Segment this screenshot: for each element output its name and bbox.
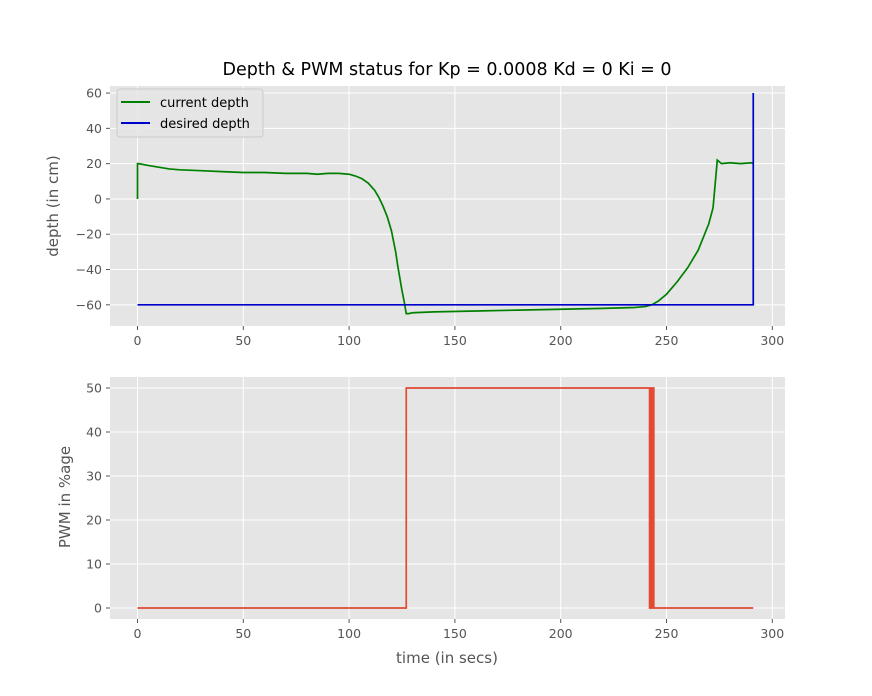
x-tick-label: 50: [235, 333, 251, 348]
current-depth-line: [136, 158, 754, 315]
y-tick-label: 10: [86, 557, 102, 572]
y-tick-label: −40: [76, 262, 102, 277]
y-tick-label: −60: [76, 297, 102, 312]
legend-frame: [116, 88, 264, 138]
depth-plot: 0 50 100 150 200 250 300 −60 −40 −20 0 20 40 60: [76, 86, 785, 348]
y-tick-label: −20: [76, 227, 102, 242]
chart-title: Depth & PWM status for Kp = 0.0008 Kd = …: [222, 60, 671, 80]
x-tick-label: 300: [760, 626, 784, 641]
y-tick-label: 40: [86, 425, 102, 440]
depth-y-axis-label: depth (in cm): [44, 155, 62, 256]
y-tick-label: 40: [86, 121, 102, 136]
y-tick-label: 0: [94, 601, 102, 616]
legend-label-desired-depth: desired depth: [160, 117, 250, 132]
y-tick-label: 50: [86, 381, 102, 396]
x-tick-label: 50: [235, 626, 251, 641]
y-tick-label: 0: [94, 191, 102, 206]
x-tick-label: 150: [443, 333, 467, 348]
pwm-plot: 0 50 100 150 200 250 300 0 10 20 30 40 50: [86, 377, 785, 641]
y-tick-label: 20: [86, 156, 102, 171]
x-tick-label: 200: [549, 333, 573, 348]
pwm-y-axis-label: PWM in %age: [56, 446, 74, 548]
x-tick-label: 200: [549, 626, 573, 641]
x-tick-label: 100: [337, 626, 361, 641]
legend-label-current-depth: current depth: [160, 96, 249, 111]
x-tick-label: 150: [443, 626, 467, 641]
x-tick-label: 100: [337, 333, 361, 348]
pwm-line: [137, 387, 754, 609]
time-x-axis-label: time (in secs): [396, 649, 498, 667]
plot-background: [110, 377, 785, 619]
desired-depth-line: [137, 93, 755, 306]
x-tick-label: 0: [134, 626, 142, 641]
x-tick-label: 250: [655, 626, 679, 641]
x-tick-label: 300: [760, 333, 784, 348]
x-tick-label: 250: [655, 333, 679, 348]
legend: current depth desired depth: [116, 88, 264, 138]
y-tick-label: 60: [86, 86, 102, 101]
y-tick-label: 20: [86, 513, 102, 528]
y-tick-label: 30: [86, 469, 102, 484]
x-tick-label: 0: [134, 333, 142, 348]
